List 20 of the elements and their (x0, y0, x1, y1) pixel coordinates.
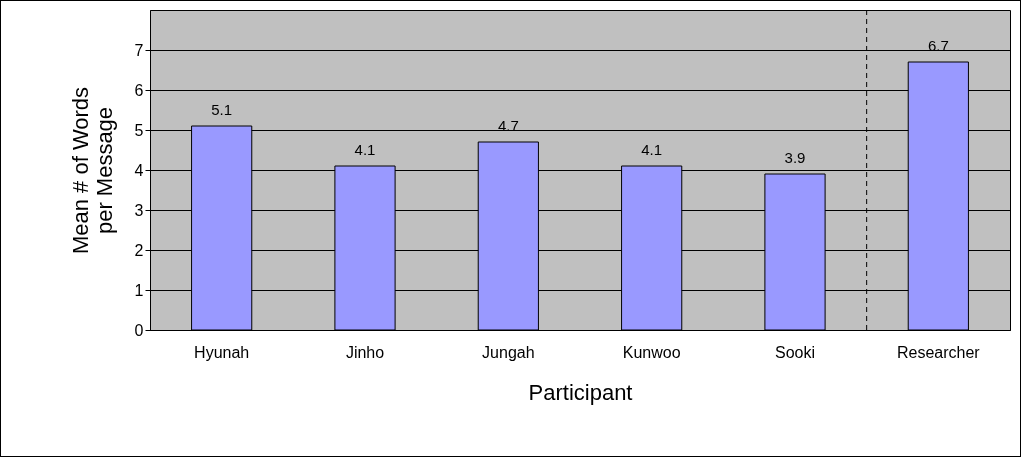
y-tick-label: 7 (134, 41, 144, 59)
x-tick-label: Kunwoo (622, 343, 681, 361)
x-axis-title: Participant (528, 379, 633, 405)
y-tick-label: 5 (134, 121, 144, 139)
data-label: 5.1 (211, 101, 233, 118)
y-tick-label: 1 (134, 281, 144, 299)
y-tick-label: 0 (134, 321, 144, 339)
y-tick-label: 2 (134, 241, 144, 259)
data-label: 3.9 (784, 149, 806, 166)
y-tick-label: 3 (134, 201, 144, 219)
x-tick-label: Jungah (482, 343, 535, 361)
data-label: 4.1 (354, 141, 376, 158)
x-tick-label: Researcher (896, 343, 981, 361)
y-tick-label: 6 (134, 81, 144, 99)
x-tick-label: Hyunah (194, 343, 250, 361)
data-label: 4.1 (641, 141, 663, 158)
y-axis-title: Mean # of Words per Message (67, 86, 117, 255)
y-tick-label: 4 (134, 161, 144, 179)
x-tick-label: Sooki (774, 343, 816, 361)
x-tick-label: Jinho (345, 343, 385, 361)
